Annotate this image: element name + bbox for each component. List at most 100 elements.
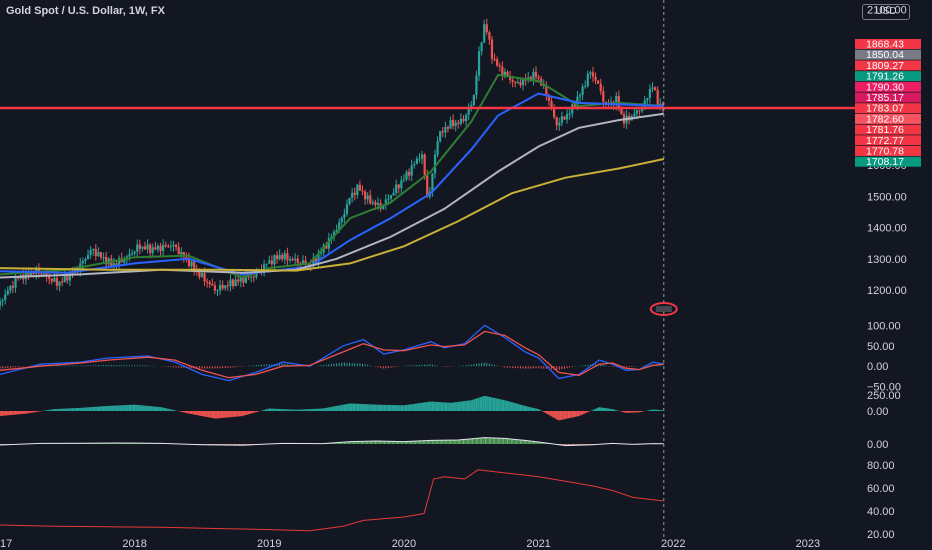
candle-body: [105, 257, 108, 265]
candle-body: [17, 277, 20, 279]
candle-body: [358, 184, 362, 191]
candle-body: [94, 249, 97, 257]
candle-body: [555, 117, 558, 126]
osc2-axis-tick: 0.00: [867, 406, 888, 418]
moving-average-gold: [0, 158, 665, 272]
price-label: 1770.78: [866, 146, 904, 158]
candle-body: [112, 263, 116, 267]
candle-body: [382, 205, 385, 209]
candle-body: [294, 258, 297, 261]
price-label-box: [855, 124, 921, 135]
candle-body: [14, 277, 17, 288]
candle-body: [418, 158, 421, 160]
candle-body: [545, 84, 548, 96]
candle-body: [133, 251, 136, 254]
price-axis-tick: 1200.00: [867, 285, 907, 297]
candle-body: [584, 86, 587, 88]
candle-body: [123, 259, 126, 263]
candle-body: [348, 197, 351, 205]
candle-body: [193, 261, 196, 271]
candle-body: [177, 247, 180, 255]
currency-button[interactable]: USD: [862, 4, 910, 20]
candle-body: [387, 198, 390, 200]
candle-body: [40, 273, 43, 275]
candle-body: [472, 94, 475, 106]
price-label-box: [855, 103, 921, 114]
candle-body: [602, 91, 605, 102]
candle-body: [330, 236, 333, 239]
candle-body: [444, 127, 447, 133]
candle-body: [288, 259, 292, 261]
candle-body: [483, 24, 486, 43]
candle-body: [42, 273, 46, 275]
price-label-box: [855, 71, 921, 82]
candle-body: [446, 127, 450, 129]
candle-body: [283, 253, 286, 260]
osc1-axis-tick: 50.00: [867, 341, 895, 353]
candle-body: [0, 300, 2, 306]
candle-body: [420, 154, 424, 159]
indicator-axis-tick: 20.00: [867, 529, 895, 541]
candle-body: [273, 255, 276, 265]
candle-body: [327, 238, 330, 249]
candle-body: [641, 108, 644, 112]
candle-body: [591, 72, 595, 77]
candle-body: [369, 195, 372, 204]
candle-body: [301, 260, 305, 264]
candle-body: [255, 271, 258, 278]
candle-body: [304, 260, 307, 265]
price-axis-tick: 1500.00: [867, 191, 907, 203]
candle-body: [169, 246, 172, 248]
price-label-box: [855, 156, 921, 167]
candle-body: [185, 257, 188, 259]
candle-body: [498, 65, 501, 67]
candle-body: [464, 114, 468, 122]
candle-body: [307, 264, 310, 266]
candle-body: [521, 78, 525, 86]
candle-body: [436, 141, 439, 155]
candle-body: [493, 59, 496, 61]
candle-body: [198, 270, 201, 277]
candle-body: [55, 277, 59, 286]
candle-body: [180, 251, 183, 255]
candle-body: [534, 71, 538, 78]
candle-body: [475, 75, 478, 95]
candle-body: [490, 39, 494, 60]
candle-body: [149, 244, 152, 253]
candle-body: [281, 254, 284, 260]
candle-body: [452, 120, 455, 126]
candle-body: [553, 108, 556, 118]
candle-body: [296, 258, 299, 263]
candle-body: [586, 74, 589, 87]
candle-body: [343, 213, 346, 218]
candle-body: [508, 76, 512, 81]
candle-body: [457, 122, 460, 124]
candle-body: [565, 113, 569, 120]
candle-body: [187, 257, 191, 267]
candle-body: [439, 131, 442, 142]
candle-body: [389, 195, 393, 199]
moving-average-green: [0, 73, 664, 279]
indicator-axis-tick: 80.00: [867, 460, 895, 472]
candle-body: [208, 282, 211, 285]
osc2-axis-tick: 250.00: [867, 390, 901, 402]
candle-body: [589, 72, 592, 75]
candle-body: [511, 80, 514, 82]
candle-body: [58, 281, 61, 286]
candle-body: [392, 192, 395, 196]
x-axis-tick: 2023: [796, 538, 820, 550]
indicator-line: [0, 469, 664, 532]
candle-body: [27, 270, 30, 277]
price-label-box: [855, 60, 921, 71]
price-axis-tick: 1300.00: [867, 254, 907, 266]
candle-body: [239, 277, 242, 282]
price-label: 1850.04: [866, 49, 904, 61]
candle-body: [410, 165, 413, 176]
candle-body: [146, 244, 149, 250]
candle-body: [159, 245, 162, 252]
candle-body: [594, 76, 597, 81]
candle-body: [9, 285, 12, 291]
candle-body: [402, 179, 406, 181]
candle-body: [376, 203, 380, 205]
